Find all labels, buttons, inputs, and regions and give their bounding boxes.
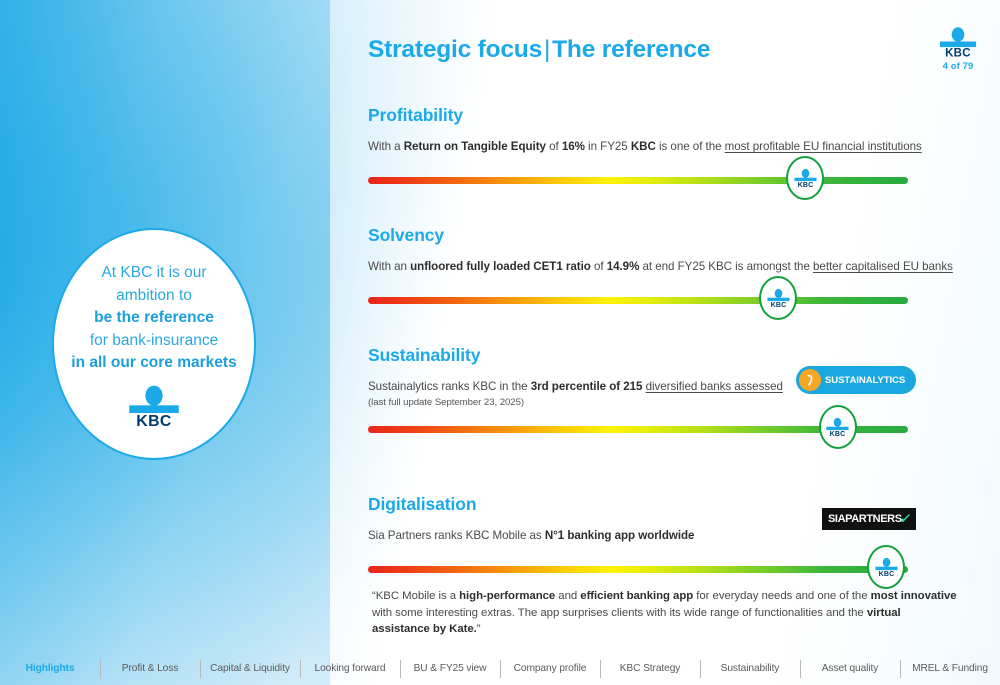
ambition-line-2: ambition to [116,286,192,304]
section-description: With a Return on Tangible Equity of 16% … [368,140,922,153]
nav-item-mrel-funding[interactable]: MREL & Funding [900,653,1000,685]
nav-item-profit-loss[interactable]: Profit & Loss [100,653,200,685]
ambition-line-1: At KBC it is our [101,263,207,281]
rating-marker-kbc[interactable]: KBC [786,155,825,200]
rating-bar-wrap: KBC [368,544,908,589]
siapartners-badge[interactable]: SIAPARTNERS ✓ [822,508,916,530]
svg-text:KBC: KBC [770,301,786,307]
sustainalytics-logo-icon [799,369,821,391]
svg-text:KBC: KBC [945,48,971,59]
section-description: With an unfloored fully loaded CET1 rati… [368,260,953,273]
nav-item-kbc-strategy[interactable]: KBC Strategy [600,653,700,685]
svg-text:KBC: KBC [797,181,813,187]
rating-marker-kbc[interactable]: KBC [818,404,857,449]
nav-item-capital-liquidity[interactable]: Capital & Liquidity [200,653,300,685]
rating-marker-kbc[interactable]: KBC [759,275,798,320]
kbc-logo-icon: KBC [826,417,849,437]
rating-bar-wrap: KBC [368,155,908,200]
section-profitability: Profitability With a Return on Tangible … [368,105,968,200]
kbc-logo-icon: KBC [875,557,898,577]
section-title: Digitalisation [368,494,477,514]
rating-gradient-bar [368,176,908,184]
nav-item-company-profile[interactable]: Company profile [500,653,600,685]
kbc-logo-icon: KBC [767,288,790,308]
nav-item-looking-forward[interactable]: Looking forward [300,653,400,685]
rating-gradient-bar [368,565,908,573]
section-digitalisation: Digitalisation Sia Partners ranks KBC Mo… [368,494,968,589]
ambition-line-4: for bank-insurance [89,331,219,349]
kbc-logo-icon: KBC [940,27,976,59]
section-title: Sustainability [368,345,481,365]
svg-text:KBC: KBC [136,413,171,428]
section-solvency: Solvency With an unfloored fully loaded … [368,225,968,320]
kbc-logo-icon: KBC [129,385,179,428]
page-title: Strategic focus|The reference [368,36,710,64]
page-title-sub: The reference [552,36,711,63]
section-title: Solvency [368,225,445,245]
siapartners-label: SIAPARTNERS [828,513,902,525]
section-title: Profitability [368,105,463,125]
title-divider: | [544,36,551,63]
bottom-nav: Highlights Profit & Loss Capital & Liquidi… [0,653,1000,685]
svg-text:KBC: KBC [878,570,894,576]
section-description: Sustainalytics ranks KBC in the 3rd perc… [368,380,783,393]
section-subnote: (last full update September 23, 2025) [368,396,525,408]
nav-item-asset-quality[interactable]: Asset quality [800,653,900,685]
sustainalytics-badge[interactable]: SUSTAINALYTICS [796,366,916,394]
svg-text:KBC: KBC [830,430,846,436]
page-title-main: Strategic focus [368,36,542,63]
section-sustainability: Sustainability Sustainalytics ranks KBC … [368,345,968,449]
page-indicator: 4 of 79 [942,61,974,72]
nav-item-sustainability[interactable]: Sustainability [700,653,800,685]
rating-marker-kbc[interactable]: KBC [867,544,906,589]
nav-item-bu-fy25-view[interactable]: BU & FY25 view [400,653,500,685]
ambition-line-5: in all our core markets [71,354,237,372]
ambition-line-3: be the reference [94,309,214,327]
ambition-statement-ellipse: At KBC it is our ambition to be the refe… [52,228,256,460]
digitalisation-quote: “KBC Mobile is a high-performance and ef… [372,590,957,636]
rating-bar-wrap: KBC [368,404,908,449]
corner-brand-logo: KBC 4 of 79 [932,26,984,72]
kbc-logo-icon: KBC [794,168,817,188]
rating-bar-wrap: KBC [368,275,908,320]
rating-gradient-bar [368,425,908,433]
sustainalytics-label: SUSTAINALYTICS [825,374,906,386]
nav-item-highlights[interactable]: Highlights [25,663,75,674]
ambition-logo-wrap: KBC [123,384,185,428]
rating-gradient-bar [368,296,908,304]
section-description: Sia Partners ranks KBC Mobile as N°1 ban… [368,529,695,542]
